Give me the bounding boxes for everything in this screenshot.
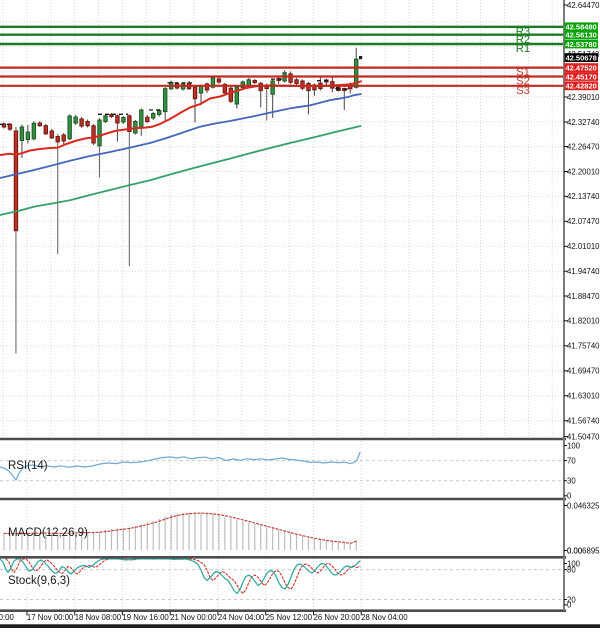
svg-text:42.07470: 42.07470 bbox=[567, 217, 600, 226]
svg-text:19 Nov 16:00: 19 Nov 16:00 bbox=[122, 613, 169, 622]
svg-text:R2: R2 bbox=[516, 34, 530, 46]
svg-text:R1: R1 bbox=[516, 43, 530, 55]
svg-text:41.75740: 41.75740 bbox=[567, 342, 600, 351]
svg-text:41.94740: 41.94740 bbox=[567, 267, 600, 276]
svg-text:0.006895: 0.006895 bbox=[567, 546, 600, 555]
svg-text:S2: S2 bbox=[516, 76, 530, 88]
svg-text:0: 0 bbox=[567, 492, 572, 501]
svg-text:R3: R3 bbox=[516, 26, 530, 38]
svg-text:0.00: 0.00 bbox=[567, 546, 583, 555]
svg-text:70: 70 bbox=[567, 456, 576, 465]
svg-text:100: 100 bbox=[567, 441, 581, 450]
svg-text:30: 30 bbox=[567, 477, 576, 486]
svg-text:41.69470: 41.69470 bbox=[567, 367, 600, 376]
svg-text:28 Nov 04:00: 28 Nov 04:00 bbox=[361, 613, 408, 622]
svg-text:S3: S3 bbox=[516, 85, 530, 97]
svg-text:16 Nov 20:00: 16 Nov 20:00 bbox=[0, 613, 14, 622]
svg-text:42.13740: 42.13740 bbox=[567, 192, 600, 201]
svg-text:0: 0 bbox=[567, 601, 572, 610]
svg-text:41.56740: 41.56740 bbox=[567, 417, 600, 426]
svg-text:100: 100 bbox=[567, 559, 581, 568]
svg-text:21 Nov 00:00: 21 Nov 00:00 bbox=[170, 613, 217, 622]
svg-text:26 Nov 20:00: 26 Nov 20:00 bbox=[314, 613, 361, 622]
svg-text:41.88470: 41.88470 bbox=[567, 292, 600, 301]
svg-text:S1: S1 bbox=[516, 67, 530, 79]
svg-text:MACD(12,26,9): MACD(12,26,9) bbox=[8, 527, 88, 539]
svg-text:42.39010: 42.39010 bbox=[567, 93, 600, 102]
svg-text:42.58480: 42.58480 bbox=[566, 23, 597, 32]
svg-text:42.42820: 42.42820 bbox=[566, 82, 597, 91]
svg-text:42.32740: 42.32740 bbox=[567, 118, 600, 127]
svg-text:42.45170: 42.45170 bbox=[566, 72, 597, 81]
svg-text:24 Nov 04:00: 24 Nov 04:00 bbox=[218, 613, 265, 622]
svg-text:42.01010: 42.01010 bbox=[567, 242, 600, 251]
svg-text:41.50470: 41.50470 bbox=[567, 432, 600, 441]
svg-text:0.046325: 0.046325 bbox=[567, 501, 600, 510]
svg-text:Stock(9,6,3): Stock(9,6,3) bbox=[8, 575, 70, 587]
svg-text:42.26470: 42.26470 bbox=[567, 142, 600, 151]
svg-text:80: 80 bbox=[567, 565, 576, 574]
svg-text:41.82010: 41.82010 bbox=[567, 317, 600, 326]
svg-text:25 Nov 12:00: 25 Nov 12:00 bbox=[266, 613, 313, 622]
svg-text:RSI(14): RSI(14) bbox=[8, 460, 48, 472]
svg-text:42.47520: 42.47520 bbox=[566, 64, 597, 73]
svg-text:42.64470: 42.64470 bbox=[567, 1, 600, 10]
svg-text:42.53780: 42.53780 bbox=[566, 40, 597, 49]
svg-text:42.50678: 42.50678 bbox=[566, 54, 597, 63]
svg-text:20: 20 bbox=[567, 595, 576, 604]
svg-text:42.20010: 42.20010 bbox=[567, 167, 600, 176]
svg-text:42.56130: 42.56130 bbox=[566, 31, 597, 40]
svg-text:41.63010: 41.63010 bbox=[567, 392, 600, 401]
svg-text:17 Nov 00:00: 17 Nov 00:00 bbox=[27, 613, 74, 622]
svg-text:18 Nov 08:00: 18 Nov 08:00 bbox=[75, 613, 122, 622]
